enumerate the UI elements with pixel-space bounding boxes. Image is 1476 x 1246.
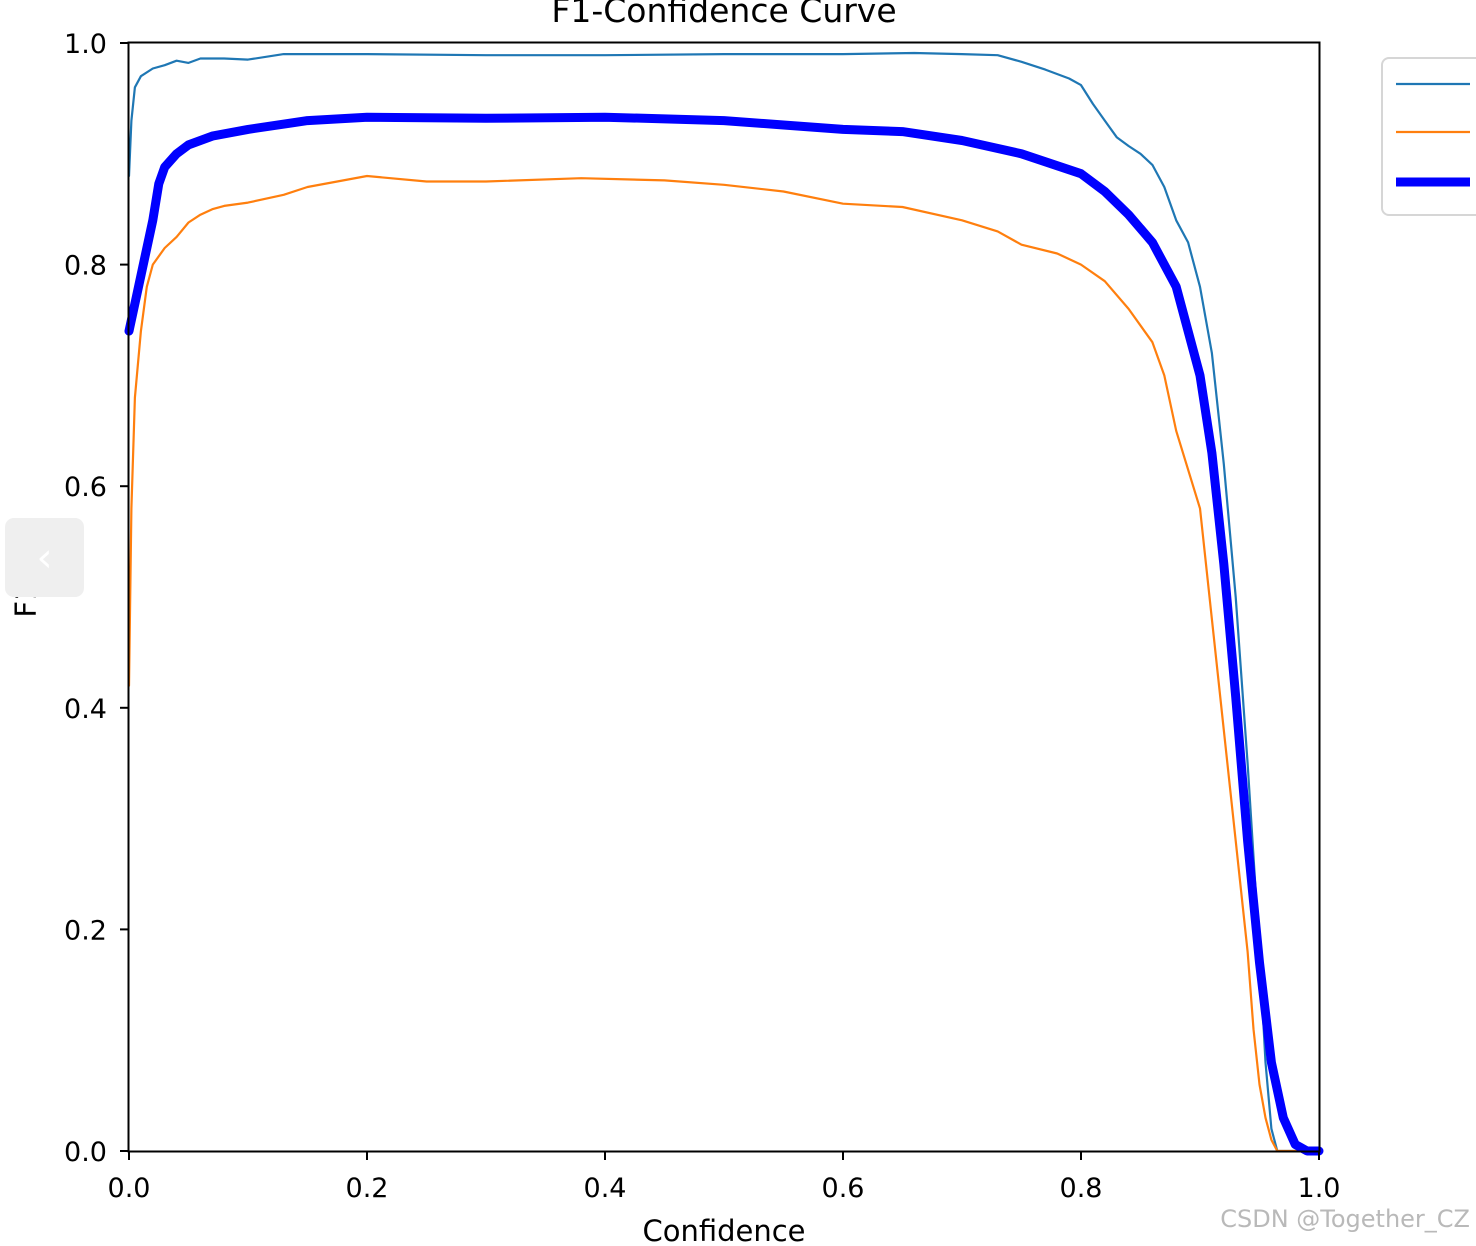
y-tick-label: 1.0 xyxy=(64,29,107,60)
series-line-2 xyxy=(127,174,1321,1153)
x-tick-label: 0.6 xyxy=(822,1173,865,1204)
y-tick-label: 0.4 xyxy=(64,694,107,725)
x-tick-label: 0.4 xyxy=(584,1173,627,1204)
x-tick-label: 1.0 xyxy=(1298,1173,1341,1204)
y-tick-label: 0.8 xyxy=(64,251,107,282)
x-tick-label: 0.8 xyxy=(1060,1173,1103,1204)
x-tick-label: 0.0 xyxy=(108,1173,151,1204)
x-axis-label: Confidence xyxy=(642,1214,805,1246)
series-layer xyxy=(124,51,1324,1156)
watermark: CSDN @Together_CZ xyxy=(1220,1205,1470,1233)
y-tick-label: 0.2 xyxy=(64,915,107,946)
x-tick-label: 0.2 xyxy=(346,1173,389,1204)
back-arrow-button[interactable]: ‹ xyxy=(5,518,84,597)
legend xyxy=(1381,57,1476,216)
chart-title: F1-Confidence Curve xyxy=(551,0,896,30)
y-tick-label: 0.0 xyxy=(64,1137,107,1168)
series-line-3 xyxy=(124,112,1324,1156)
legend-box xyxy=(1381,57,1476,216)
series-line-1 xyxy=(127,51,1321,1153)
ticks-layer: 0.0 0.2 0.4 0.6 0.8 1.0 0.0 0.2 0.4 0.6 0.8 1.0 xyxy=(64,29,1340,1204)
chevron-left-icon: ‹ xyxy=(36,534,53,581)
plot-frame xyxy=(127,41,1321,1153)
y-tick-label: 0.6 xyxy=(64,472,107,503)
